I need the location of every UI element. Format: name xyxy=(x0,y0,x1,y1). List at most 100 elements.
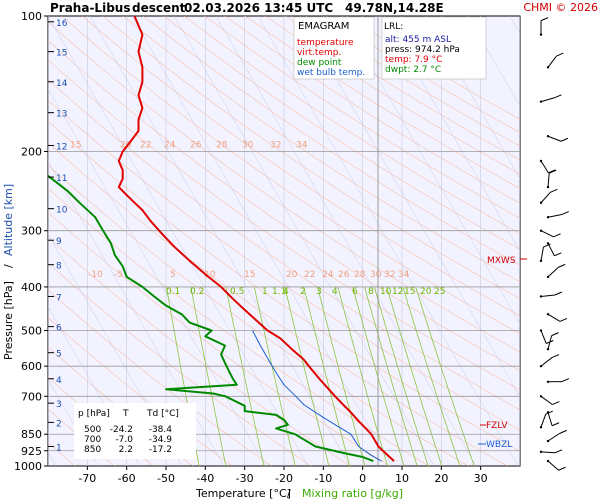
mixing-ratio-label: 25 xyxy=(434,287,445,297)
table-cell: -38.4 xyxy=(149,425,173,435)
dry-adiabat-line xyxy=(163,16,520,250)
dry-adiabat-line xyxy=(183,16,520,234)
wind-barb-dot xyxy=(539,395,543,398)
moist-adiabat-line xyxy=(48,306,141,466)
wind-barb-shaft xyxy=(547,266,559,278)
altitude-tick-label: 7 xyxy=(56,293,62,303)
wind-barb-feather xyxy=(561,378,570,383)
level-summary-table: p [hPa] T Td [°C] 500 -24.2 -38.4 700 -7… xyxy=(74,403,196,459)
dry-adiabat-line xyxy=(48,21,520,353)
fzlv-label: FZLV xyxy=(486,421,508,431)
altitude-tick-label: 10 xyxy=(56,206,68,216)
mixing-ratio-label: 0.5 xyxy=(230,287,244,297)
legend-temperature: temperature xyxy=(297,38,354,48)
altitude-tick-label: 16 xyxy=(56,19,68,29)
wind-barb-feather xyxy=(556,52,564,57)
wind-barb-feather xyxy=(561,211,569,216)
wind-barb-dot xyxy=(539,364,543,368)
wind-barb-shaft xyxy=(547,313,561,322)
lrl-alt: alt: 455 m ASL xyxy=(385,35,451,45)
pressure-tick-label: 300 xyxy=(21,225,42,238)
moist-adiabat-line xyxy=(383,16,520,252)
table-cell: -34.9 xyxy=(149,435,173,445)
wind-barb-dot xyxy=(546,439,550,443)
altitude-tick-label: 3 xyxy=(56,400,62,410)
wind-barb-shaft xyxy=(540,191,551,204)
wind-barb-feather xyxy=(559,317,568,322)
wind-barb-shaft xyxy=(547,412,553,426)
pressure-tick-label: 100 xyxy=(21,10,42,23)
adiabat-label: 32 xyxy=(270,140,281,150)
pressure-tick-label: 700 xyxy=(21,390,42,403)
wind-barb-shaft xyxy=(540,97,555,103)
wind-barb-shaft xyxy=(540,246,544,261)
altitude-tick-label: 2 xyxy=(56,419,62,429)
altitude-tick-label: 15 xyxy=(56,49,67,59)
adiabat-label: 34 xyxy=(296,140,308,150)
series-line-dew-point xyxy=(48,174,374,463)
mixing-ratio-label: 12 xyxy=(392,287,403,297)
wind-barb-feather xyxy=(551,354,560,359)
legend-title: EMAGRAM xyxy=(298,21,349,32)
table-header-t: T xyxy=(122,409,129,419)
table-cell: -7.0 xyxy=(115,435,133,445)
flight-direction: descent xyxy=(132,1,186,15)
wind-barb-dot xyxy=(546,313,550,316)
moist-adiabat-line xyxy=(425,16,520,180)
adiabat-label: 10 xyxy=(204,270,216,280)
mixing-ratio-label: 10 xyxy=(380,287,392,297)
adiabat-label: 28 xyxy=(354,270,366,280)
mixing-ratio-label: 1 xyxy=(262,287,268,297)
moist-adiabat-line xyxy=(341,16,520,325)
altitude-tick-label: 6 xyxy=(56,324,62,334)
dry-adiabat-line xyxy=(102,16,520,300)
wind-barb-shaft xyxy=(547,173,550,188)
altitude-tick-label: 12 xyxy=(56,143,67,153)
pressure-tick-label: 400 xyxy=(21,281,42,294)
moist-adiabat-line xyxy=(467,16,520,107)
wind-barb-feather xyxy=(540,17,549,22)
temperature-tick-label: 30 xyxy=(474,472,488,485)
adiabat-label: 22 xyxy=(140,140,151,150)
wind-barb-shaft xyxy=(547,243,555,257)
table-cell: 2.2 xyxy=(119,445,133,455)
wind-barb-shaft xyxy=(547,460,559,471)
temperature-tick-label: 0 xyxy=(359,472,366,485)
legend-wet-bulb: wet bulb temp. xyxy=(297,68,365,78)
wind-barb-dot xyxy=(546,380,550,384)
dry-adiabat-line xyxy=(82,16,520,317)
mixing-ratio-label: 15 xyxy=(404,287,415,297)
dry-adiabat-line xyxy=(48,79,520,411)
moist-adiabat-line xyxy=(131,16,393,466)
wind-barb-feather xyxy=(543,243,551,248)
mxws-label: MXWS xyxy=(487,256,516,266)
wind-barb-dot xyxy=(546,242,550,245)
wind-barb-feather xyxy=(554,94,562,99)
y-axis-title: Pressure [hPa] xyxy=(2,281,15,360)
moist-adiabat-line xyxy=(48,16,309,466)
temperature-tick-label: 20 xyxy=(434,472,448,485)
adiabat-label: -5 xyxy=(114,270,123,280)
pressure-tick-label: 850 xyxy=(21,428,42,441)
mixing-ratio-label: 0.1 xyxy=(166,287,180,297)
pressure-tick-label: 1000 xyxy=(14,460,42,473)
lrl-temp: temp: 7.9 °C xyxy=(385,55,442,65)
mixing-ratio-label: 6 xyxy=(352,287,358,297)
dry-adiabat-line xyxy=(122,16,520,283)
adiabat-label: 30 xyxy=(370,270,382,280)
wind-barb-feather xyxy=(558,466,566,471)
wind-barb-feather xyxy=(549,169,557,174)
wind-barb-dot xyxy=(546,216,550,219)
pressure-tick-label: 500 xyxy=(21,325,42,338)
wind-barb-shaft xyxy=(540,395,553,405)
table-cell: 500 xyxy=(84,425,101,435)
adiabat-label: 34 xyxy=(398,270,410,280)
mixing-ratio-label: 4 xyxy=(283,287,289,297)
x-axis-title-2: Mixing ratio [g/kg] xyxy=(302,487,403,500)
adiabat-label: 15 xyxy=(244,270,255,280)
dry-adiabat-line xyxy=(224,16,520,204)
wind-barb-dot xyxy=(546,347,550,351)
adiabat-label: 22 xyxy=(304,270,315,280)
adiabat-label: -10 xyxy=(88,270,103,280)
